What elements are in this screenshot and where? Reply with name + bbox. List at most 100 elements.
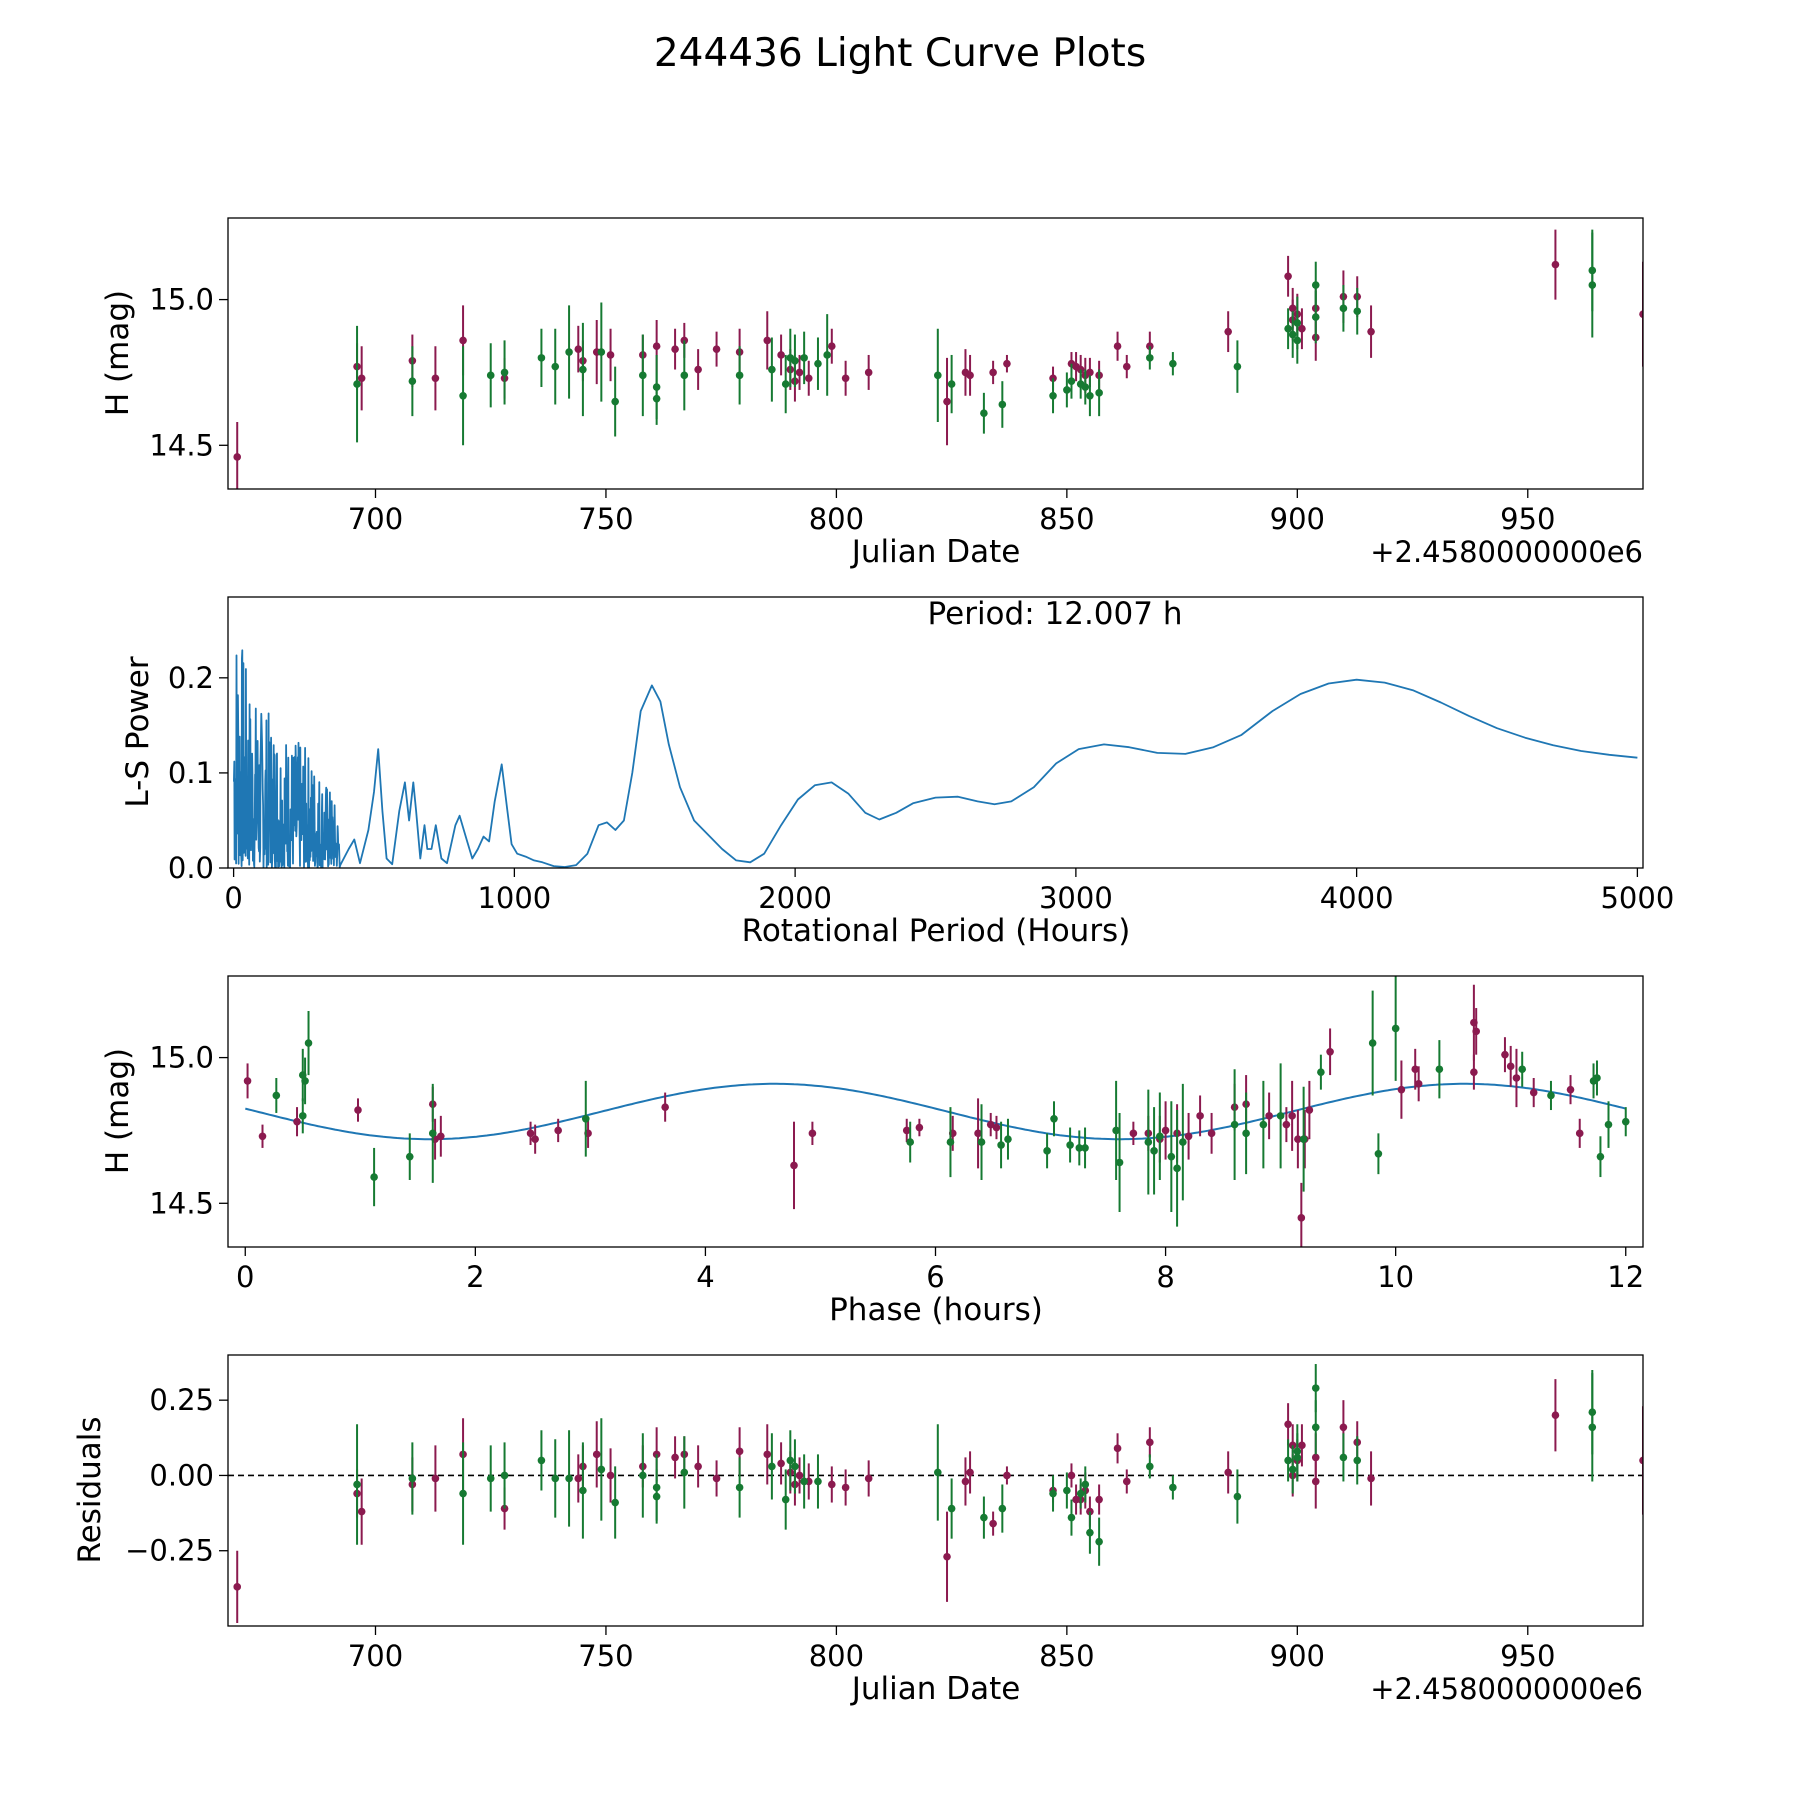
band1-point <box>1367 1474 1375 1483</box>
band2-point <box>781 380 790 388</box>
fit-curve <box>245 1082 1626 1141</box>
band2-point <box>1293 1453 1302 1462</box>
band1-point <box>592 1450 601 1459</box>
x-tick-label: 750 <box>578 502 633 536</box>
phased-panel: 0 2 4 6 8 10 12 14.5 15.0 Phase (hours) H (mag) <box>100 975 1644 1328</box>
y-tick-label: 0.00 <box>149 1458 214 1492</box>
band1-point <box>974 1129 982 1138</box>
phased-data <box>243 976 1630 1247</box>
residuals-panel: 700 750 800 850 900 950 −0.25 0.00 0.25 Julian D… <box>72 1354 1644 1707</box>
band1-point <box>1095 1495 1103 1504</box>
band2-point <box>272 1091 281 1100</box>
x-tick-label: 3000 <box>1039 881 1113 915</box>
band2-point <box>1146 1462 1154 1471</box>
band2-point <box>1288 1465 1297 1474</box>
periodogram-ticks: 0 1000 2000 3000 4000 5000 0.0 0.1 0.2 <box>168 661 1674 915</box>
band1-point <box>943 397 951 406</box>
band1-point <box>1298 1441 1306 1450</box>
band1-point <box>1207 1129 1216 1138</box>
x-tick-label: 900 <box>1270 502 1325 536</box>
band2-point <box>1075 1144 1084 1152</box>
band2-point <box>1276 1112 1285 1120</box>
y-tick-label: 14.5 <box>149 428 214 462</box>
band2-point <box>1004 1135 1012 1143</box>
band1-point <box>712 345 721 353</box>
band2-point <box>998 400 1007 409</box>
band1-point <box>1067 1471 1076 1480</box>
band1-point <box>1411 1065 1420 1074</box>
band1-point <box>790 1161 798 1170</box>
band1-point <box>574 345 583 353</box>
band1-point <box>1551 260 1560 269</box>
band1-point <box>795 368 804 377</box>
band2-point <box>298 1112 307 1120</box>
band2-point <box>1169 1483 1177 1492</box>
band1-point <box>1129 1129 1138 1138</box>
period-annotation: Period: 12.007 h <box>928 596 1183 632</box>
band2-point <box>1179 1138 1187 1146</box>
band2-point <box>537 1456 546 1465</box>
band2-point <box>1311 313 1320 321</box>
y-tick-label: 0.1 <box>168 756 214 790</box>
band2-point <box>1339 1453 1348 1462</box>
band1-point <box>574 1474 583 1483</box>
x-tick-label: 700 <box>348 1639 403 1673</box>
band1-point <box>671 1453 679 1462</box>
band2-point <box>1067 1513 1076 1522</box>
figure-title: 244436 Light Curve Plots <box>654 31 1146 76</box>
band2-point <box>906 1138 914 1146</box>
band2-point <box>579 1486 587 1495</box>
band2-point <box>537 354 546 362</box>
band1-point <box>1122 1477 1131 1486</box>
band2-point <box>500 368 509 377</box>
band2-point <box>551 1474 560 1483</box>
band2-point <box>1067 377 1076 385</box>
lightcurve-frame <box>227 217 1644 490</box>
band1-point <box>1639 310 1643 318</box>
band2-point <box>408 377 417 385</box>
band2-point <box>1081 1480 1090 1489</box>
x-tick-label: 750 <box>578 1639 633 1673</box>
y-tick-label: 15.0 <box>149 283 214 317</box>
band2-point <box>652 394 661 403</box>
band2-point <box>680 1468 689 1477</box>
band1-point <box>694 1462 702 1471</box>
x-tick-label: 0 <box>236 1260 254 1294</box>
band2-point <box>597 348 606 356</box>
band1-point <box>841 374 850 383</box>
band1-point <box>354 1106 362 1114</box>
band1-point <box>1146 1438 1154 1447</box>
x-tick-label: 2000 <box>758 881 832 915</box>
band2-point <box>353 1480 361 1489</box>
x-tick-label: 12 <box>1607 1260 1644 1294</box>
band1-point <box>1566 1085 1575 1094</box>
band1-point <box>712 1474 721 1483</box>
band2-point <box>800 354 808 362</box>
band2-point <box>1146 354 1154 362</box>
residuals-ticks: 700 750 800 850 900 950 −0.25 0.00 0.25 <box>125 1383 1555 1673</box>
y-tick-label: 0.2 <box>168 661 214 695</box>
band1-point <box>1284 272 1292 281</box>
x-tick-label: 1000 <box>477 881 551 915</box>
band2-point <box>486 371 495 380</box>
band2-point <box>1144 1138 1153 1146</box>
band2-point <box>551 362 560 371</box>
periodogram-ylabel: L-S Power <box>120 656 156 807</box>
band1-point <box>827 342 836 351</box>
band1-point <box>1086 1507 1094 1516</box>
x-tick-label: 800 <box>809 1639 864 1673</box>
band1-point <box>1305 1106 1314 1114</box>
x-tick-label: 850 <box>1039 502 1094 536</box>
band1-point <box>1297 1214 1306 1222</box>
band1-point <box>1397 1085 1406 1094</box>
band2-point <box>1066 1141 1074 1149</box>
periodogram-xlabel: Rotational Period (Hours) <box>742 913 1131 949</box>
band2-point <box>1049 1489 1057 1498</box>
band1-point <box>1339 1423 1348 1432</box>
band2-point <box>405 1152 414 1161</box>
band1-point <box>763 1450 772 1459</box>
band1-point <box>841 1483 850 1492</box>
band2-point <box>977 1138 986 1146</box>
band1-point <box>795 1471 804 1480</box>
